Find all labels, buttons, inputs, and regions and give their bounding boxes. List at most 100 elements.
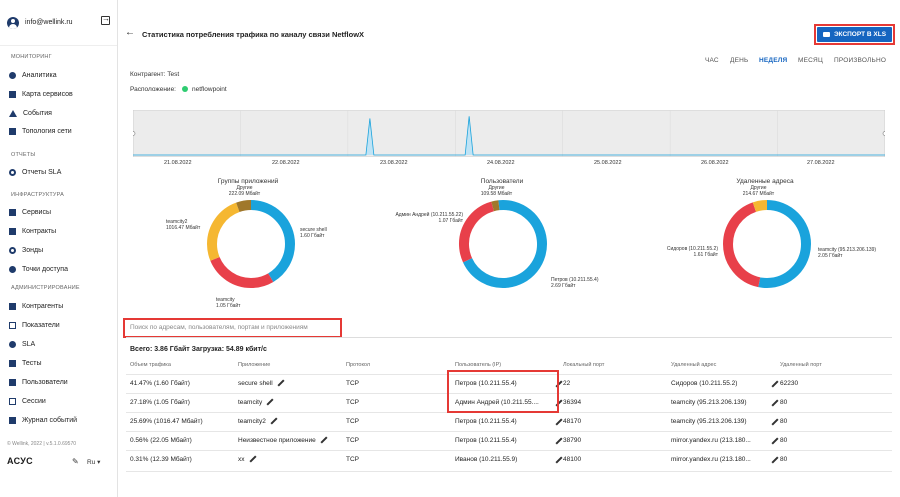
sidebar-item-sessions[interactable]: Сессии — [9, 396, 46, 406]
edit-pencil-icon[interactable] — [772, 400, 778, 406]
donut-label: teamcity (95.213.206.139) 2.05 Гбайт — [818, 247, 877, 259]
edit-pencil-icon[interactable] — [772, 438, 778, 444]
timeline-date: 23.08.2022 — [380, 160, 408, 166]
edit-pencil-icon[interactable] — [267, 399, 273, 405]
tab-custom[interactable]: ПРОИЗВОЛЬНО — [834, 57, 887, 64]
sidebar-item-service-map[interactable]: Карта сервисов — [9, 89, 73, 99]
tab-month[interactable]: МЕСЯЦ — [798, 57, 823, 64]
table-cell: TCP — [346, 418, 359, 425]
sidebar-item-journal[interactable]: Журнал событий — [9, 415, 77, 425]
donut-label: Другие 222.09 Мбайт — [228, 185, 261, 197]
user-email: info@wellink.ru — [25, 19, 73, 26]
tab-hour[interactable]: ЧАС — [705, 57, 719, 64]
donut-label: Админ Андрей (10.211.55.22) 1.07 Гбайт — [395, 212, 463, 224]
table-cell: secure shell — [238, 380, 284, 387]
timeline-date: 26.08.2022 — [701, 160, 729, 166]
column-header[interactable]: Протокол — [346, 362, 371, 368]
edit-pencil-icon[interactable] — [250, 456, 256, 462]
warning-icon — [9, 109, 17, 117]
journal-icon — [9, 416, 16, 424]
table-cell: teamcity (95.213.206.139) — [671, 418, 747, 425]
table-cell: 27.18% (1.05 Гбайт) — [130, 399, 190, 406]
table-cell: 41.47% (1.60 Гбайт) — [130, 380, 190, 387]
column-header[interactable]: Локальный порт — [563, 362, 605, 368]
clock-icon — [9, 168, 16, 176]
timeline-date: 24.08.2022 — [487, 160, 515, 166]
donut-slice — [723, 200, 811, 288]
column-header[interactable]: Объем трафика — [130, 362, 171, 368]
back-arrow-icon[interactable]: ← — [125, 27, 135, 38]
users-column-highlight — [447, 370, 559, 413]
column-header[interactable]: Пользователь (IP) — [455, 362, 502, 368]
tests-icon — [9, 359, 16, 367]
donut-label: Другие 214.67 Мбайт — [742, 185, 775, 197]
export-xls-button[interactable]: ЭКСПОРТ В XLS — [814, 24, 895, 45]
divider — [126, 337, 892, 338]
topology-icon — [9, 127, 16, 135]
period-tabs: ЧАС ДЕНЬ НЕДЕЛЯ МЕСЯЦ ПРОИЗВОЛЬНО — [118, 57, 900, 67]
sidebar-item-services[interactable]: Сервисы — [9, 207, 51, 217]
donut-slice — [459, 200, 547, 288]
language-select[interactable]: Ru ▾ — [87, 459, 101, 466]
sidebar-item-sla-reports[interactable]: Отчеты SLA — [9, 167, 61, 177]
table-cell: 48100 — [563, 456, 582, 463]
sidebar-item-topology[interactable]: Топология сети — [9, 126, 72, 136]
traffic-timeline[interactable] — [133, 110, 885, 157]
sidebar-item-contracts[interactable]: Контракты — [9, 226, 56, 236]
edit-pencil-icon[interactable] — [772, 419, 778, 425]
edit-pencil-icon[interactable] — [556, 419, 562, 425]
sidebar-item-probes[interactable]: Зонды — [9, 245, 43, 255]
logout-icon[interactable] — [101, 14, 110, 25]
search-input[interactable]: Поиск по адресам, пользователям, портам … — [123, 318, 342, 338]
page-title: Статистика потребления трафика по каналу… — [142, 30, 365, 39]
edit-pencil-icon[interactable] — [271, 418, 277, 424]
version-footer: © Wellink, 2022 | v.5.1.0.69570 — [7, 441, 77, 447]
table-cell: teamcity — [238, 399, 273, 406]
users-icon — [9, 378, 16, 386]
column-header[interactable]: Приложение — [238, 362, 271, 368]
donut-remote-addresses[interactable] — [720, 197, 814, 291]
sidebar-item-sla[interactable]: SLA — [9, 339, 35, 349]
totals-summary: Всего: 3.86 Гбайт Загрузка: 54.89 кбит/с — [130, 346, 267, 353]
sidebar-item-analytics[interactable]: Аналитика — [9, 70, 57, 80]
edit-pencil-icon[interactable] — [278, 380, 284, 386]
column-header[interactable]: Удаленный порт — [780, 362, 822, 368]
edit-pencil-icon[interactable] — [321, 437, 327, 443]
edit-pencil-icon[interactable] — [772, 381, 778, 387]
tab-day[interactable]: ДЕНЬ — [730, 57, 749, 64]
donut-app-groups[interactable] — [204, 197, 298, 291]
section-reports: ОТЧЕТЫ — [11, 152, 36, 158]
edit-pencil-icon[interactable] — [556, 457, 562, 463]
print-icon — [822, 32, 830, 37]
column-header[interactable]: Удаленный адрес — [671, 362, 717, 368]
table-cell: xx — [238, 456, 256, 463]
table-cell: 80 — [780, 456, 788, 463]
table-cell: 38790 — [563, 437, 582, 444]
sidebar-item-events[interactable]: События — [9, 108, 52, 118]
donut-slice — [207, 200, 295, 288]
donut-slice — [459, 200, 547, 288]
timeline-date: 27.08.2022 — [807, 160, 835, 166]
edit-pencil-icon[interactable] — [556, 438, 562, 444]
table-cell: 80 — [780, 437, 788, 444]
avatar[interactable] — [7, 16, 19, 29]
table-cell: Петров (10.211.55.4) — [455, 418, 517, 425]
sidebar-item-access-points[interactable]: Точки доступа — [9, 264, 68, 274]
table-cell: 80 — [780, 399, 788, 406]
tab-week[interactable]: НЕДЕЛЯ — [759, 57, 788, 64]
sidebar-item-counterparties[interactable]: Контрагенты — [9, 301, 63, 311]
donut-slice — [723, 200, 811, 288]
donut-label: teamcity2 1016.47 Мбайт — [166, 219, 201, 231]
theme-icon[interactable]: ✎ — [72, 457, 79, 466]
sidebar-item-metrics[interactable]: Показатели — [9, 320, 60, 330]
table-cell: teamcity (95.213.206.139) — [671, 399, 747, 406]
sidebar-item-users[interactable]: Пользователи — [9, 377, 68, 387]
donut-users[interactable] — [456, 197, 550, 291]
brand-logo: АСУС — [7, 456, 33, 466]
user-panel: info@wellink.ru — [0, 0, 117, 46]
edit-pencil-icon[interactable] — [772, 457, 778, 463]
table-cell: TCP — [346, 456, 359, 463]
sidebar-item-tests[interactable]: Тесты — [9, 358, 42, 368]
timeline-background — [133, 110, 885, 157]
table-cell: Неизвестное приложение — [238, 437, 327, 444]
